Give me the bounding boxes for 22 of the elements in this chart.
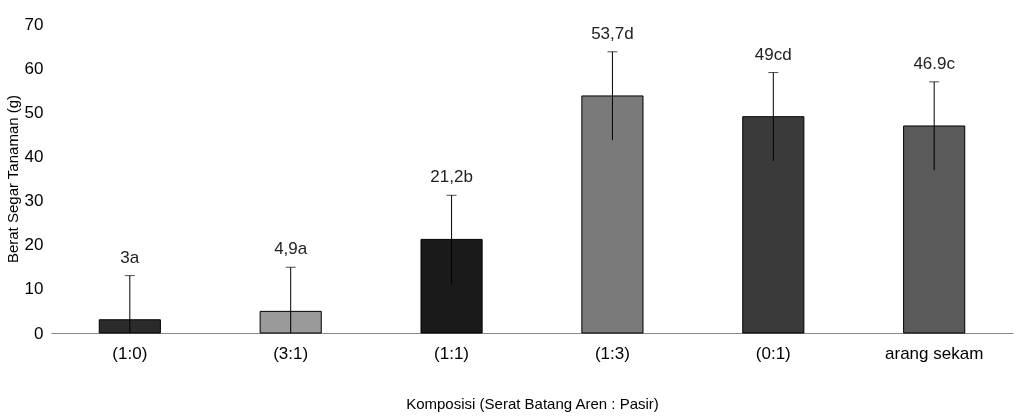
data-label: 49cd xyxy=(754,44,792,64)
y-tick-label: 60 xyxy=(24,58,44,78)
data-label: 21,2b xyxy=(430,167,473,187)
y-tick-label: 50 xyxy=(24,102,44,122)
data-label: 46.9c xyxy=(913,53,956,73)
y-tick-label: 10 xyxy=(24,279,44,299)
y-tick-label: 30 xyxy=(24,191,44,211)
y-tick-label: 40 xyxy=(24,146,44,166)
x-tick-label: (3:1) xyxy=(273,343,309,363)
x-tick-label: (1:1) xyxy=(434,343,470,363)
x-tick-label: (1:0) xyxy=(112,343,148,363)
data-label: 53,7d xyxy=(591,23,634,43)
x-tick-label: (1:3) xyxy=(594,343,630,363)
y-tick-label: 20 xyxy=(24,235,44,255)
x-axis-title: Komposisi (Serat Batang Aren : Pasir) xyxy=(406,394,659,412)
x-tick-label: (0:1) xyxy=(755,343,791,363)
y-tick-label: 70 xyxy=(24,14,44,34)
x-tick-label: arang sekam xyxy=(885,343,984,363)
y-tick-label: 0 xyxy=(34,323,44,343)
y-axis-title: Berat Segar Tanaman (g) xyxy=(3,94,21,264)
data-label: 3a xyxy=(120,247,140,267)
data-label: 4,9a xyxy=(274,239,308,259)
